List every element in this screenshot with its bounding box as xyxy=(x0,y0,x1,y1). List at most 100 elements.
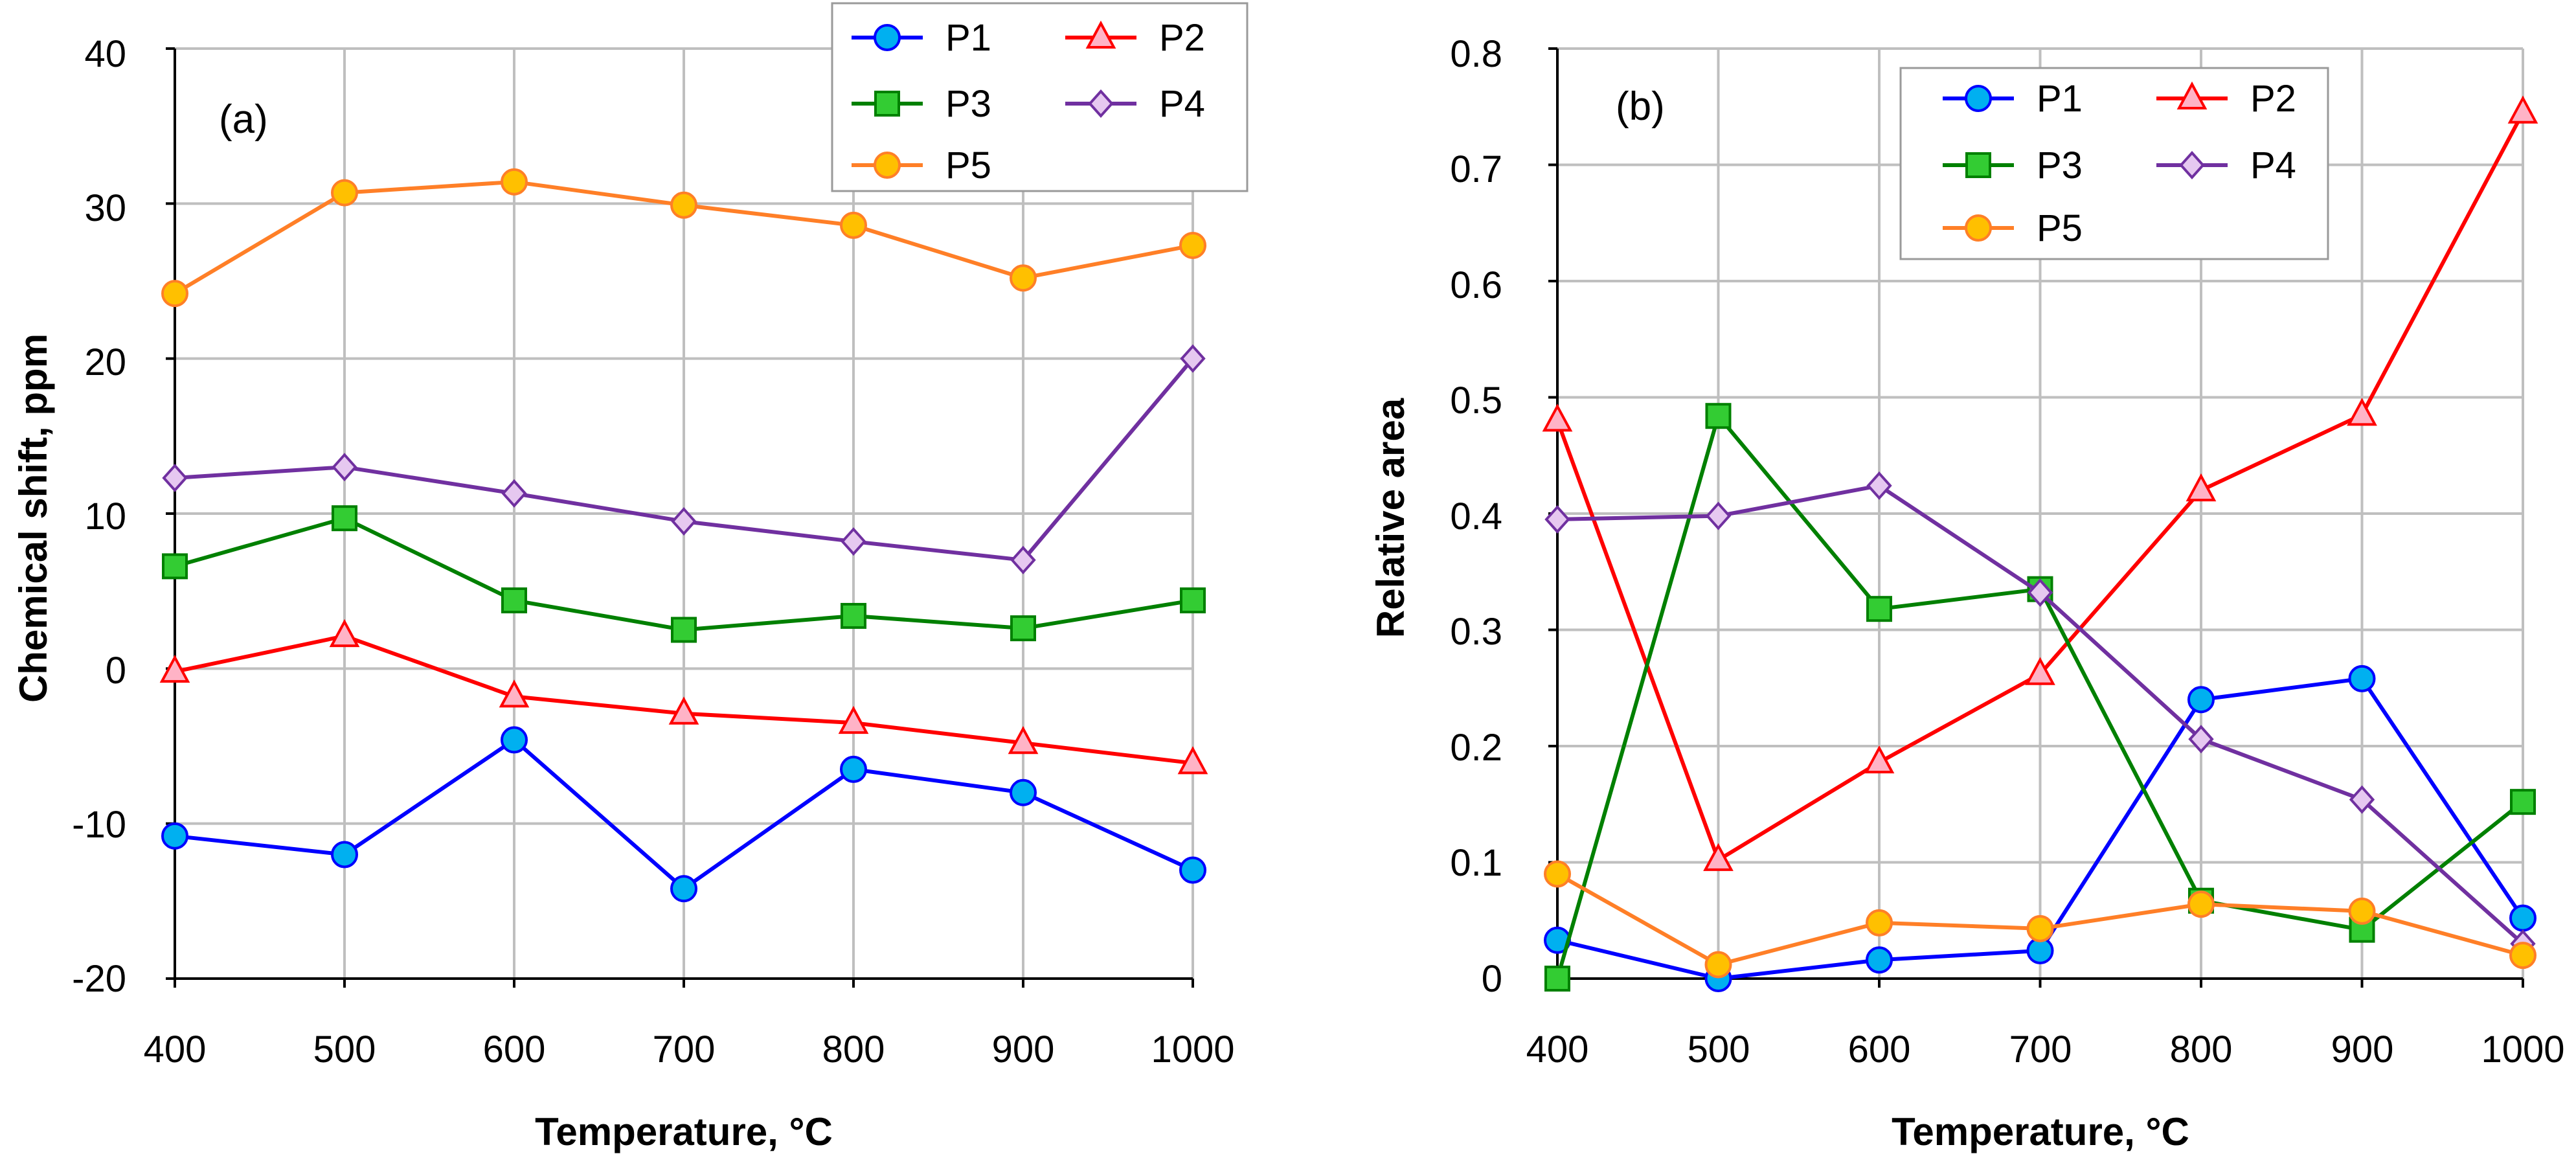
panel-label-b: (b) xyxy=(1616,84,1665,129)
x-tick-label: 1000 xyxy=(2481,1028,2564,1071)
series-a xyxy=(159,168,1208,903)
data-point-p2 xyxy=(1542,403,1573,432)
legend-marker xyxy=(2176,81,2208,109)
legend-entry: P3 xyxy=(852,83,991,125)
data-point-p2 xyxy=(1008,726,1039,755)
y-tick-label: 0.1 xyxy=(1450,842,1502,884)
x-tick-label: 700 xyxy=(2009,1028,2072,1071)
series-p2 xyxy=(1542,95,2538,871)
data-point-p1 xyxy=(840,755,867,783)
series-p4 xyxy=(162,344,1206,574)
data-point-p2 xyxy=(838,705,869,734)
data-point-p1 xyxy=(1010,778,1037,806)
data-point-p1 xyxy=(2348,664,2376,692)
legend-marker xyxy=(1085,20,1116,49)
legend-a: P1 P2 P3 P4 P5 xyxy=(831,2,1248,192)
chart-panel-b: 0 0.1 0.2 0.3 0.4 0.5 0.6 0.7 0.8 400 50… xyxy=(1369,33,2565,1153)
y-tick-label: 30 xyxy=(84,187,126,229)
data-point-p1 xyxy=(161,822,188,850)
legend-symbol-p3 xyxy=(852,91,923,117)
data-point-p5 xyxy=(670,191,697,219)
x-tick-label: 800 xyxy=(2170,1028,2233,1071)
legend-entry: P2 xyxy=(1065,17,1205,59)
legend-label: P3 xyxy=(945,83,991,125)
data-point-p5 xyxy=(1010,264,1037,292)
x-tick-labels-a: 400 500 600 700 800 900 1000 xyxy=(144,1028,1235,1071)
data-point-p3 xyxy=(2510,789,2536,815)
data-point-p4 xyxy=(332,453,357,482)
x-tick-label: 800 xyxy=(822,1028,885,1071)
y-tick-label: 10 xyxy=(84,495,126,538)
x-axis-title-a: Temperature, °C xyxy=(535,1110,833,1153)
chart-panel-a: -20 -10 0 10 20 30 40 400 500 600 700 80… xyxy=(12,2,1248,1153)
y-tick-label: 0.6 xyxy=(1450,264,1502,306)
x-axis-title-b: Temperature, °C xyxy=(1892,1110,2189,1153)
legend-label: P1 xyxy=(2037,78,2083,120)
data-point-p2 xyxy=(1177,746,1208,775)
legend-entry: P4 xyxy=(1065,83,1205,125)
y-tick-label: -20 xyxy=(72,958,126,1000)
data-point-p4 xyxy=(1010,545,1036,574)
data-point-p3 xyxy=(332,505,357,532)
data-point-p4 xyxy=(671,506,697,536)
series-p2 xyxy=(159,619,1208,775)
data-point-p2 xyxy=(159,654,190,683)
data-point-p2 xyxy=(1864,745,1895,774)
series-p3 xyxy=(162,505,1206,643)
data-point-p1 xyxy=(1866,946,1893,974)
data-point-p2 xyxy=(499,679,530,708)
y-tick-labels-b: 0 0.1 0.2 0.3 0.4 0.5 0.6 0.7 0.8 xyxy=(1450,33,1502,1000)
x-tick-label: 500 xyxy=(313,1028,376,1071)
legend-marker xyxy=(1965,152,1991,178)
data-point-p5 xyxy=(2187,891,2215,918)
x-tick-label: 600 xyxy=(483,1028,546,1071)
data-point-p4 xyxy=(162,463,188,492)
data-point-p5 xyxy=(1544,860,1571,888)
data-point-p3 xyxy=(671,617,697,643)
data-point-p4 xyxy=(2027,578,2053,607)
legend-label: P5 xyxy=(2037,207,2083,249)
y-tick-label: 0.5 xyxy=(1450,380,1502,422)
legend-symbol-p5 xyxy=(1943,214,2014,242)
data-point-p5 xyxy=(2509,942,2536,970)
y-tick-labels-a: -20 -10 0 10 20 30 40 xyxy=(72,33,126,1000)
x-tick-label: 400 xyxy=(144,1028,207,1071)
legend-symbol-p1 xyxy=(852,24,923,51)
x-tick-label: 900 xyxy=(2331,1028,2394,1071)
data-point-p1 xyxy=(331,841,358,868)
data-point-p3 xyxy=(501,587,527,614)
legend-label: P1 xyxy=(945,17,991,59)
y-tick-label: 0.4 xyxy=(1450,495,1502,538)
data-point-p3 xyxy=(841,602,866,629)
data-point-p5 xyxy=(1704,951,1732,979)
x-tick-label: 900 xyxy=(992,1028,1055,1071)
series-p5 xyxy=(161,168,1206,308)
legend-label: P4 xyxy=(2250,144,2296,187)
legend-symbol-p5 xyxy=(852,152,923,179)
legend-entry: P4 xyxy=(2156,144,2296,187)
x-tick-label: 1000 xyxy=(1151,1028,1234,1071)
data-point-p5 xyxy=(1179,231,1206,259)
data-point-p2 xyxy=(329,619,360,648)
data-point-p5 xyxy=(331,179,358,207)
y-tick-label: 40 xyxy=(84,33,126,75)
data-point-p3 xyxy=(162,553,188,580)
y-tick-label: 0.8 xyxy=(1450,33,1502,75)
data-point-p1 xyxy=(670,875,697,903)
series-p1 xyxy=(1544,664,2536,992)
legend-box-a xyxy=(831,2,1248,192)
data-point-p4 xyxy=(501,479,527,508)
data-point-p5 xyxy=(501,168,528,196)
legend-marker xyxy=(2179,151,2205,179)
legend-marker xyxy=(1088,89,1114,118)
x-tick-labels-b: 400 500 600 700 800 900 1000 xyxy=(1526,1028,2565,1071)
legend-entry: P5 xyxy=(852,144,991,187)
series-p4 xyxy=(1544,471,2536,959)
data-point-p3 xyxy=(1705,403,1732,429)
legend-symbol-p3 xyxy=(1943,152,2014,178)
data-point-p5 xyxy=(161,280,188,308)
y-axis-title-b: Relative area xyxy=(1369,398,1412,638)
data-point-p3 xyxy=(1010,615,1036,642)
y-tick-label: 0.7 xyxy=(1450,148,1502,190)
